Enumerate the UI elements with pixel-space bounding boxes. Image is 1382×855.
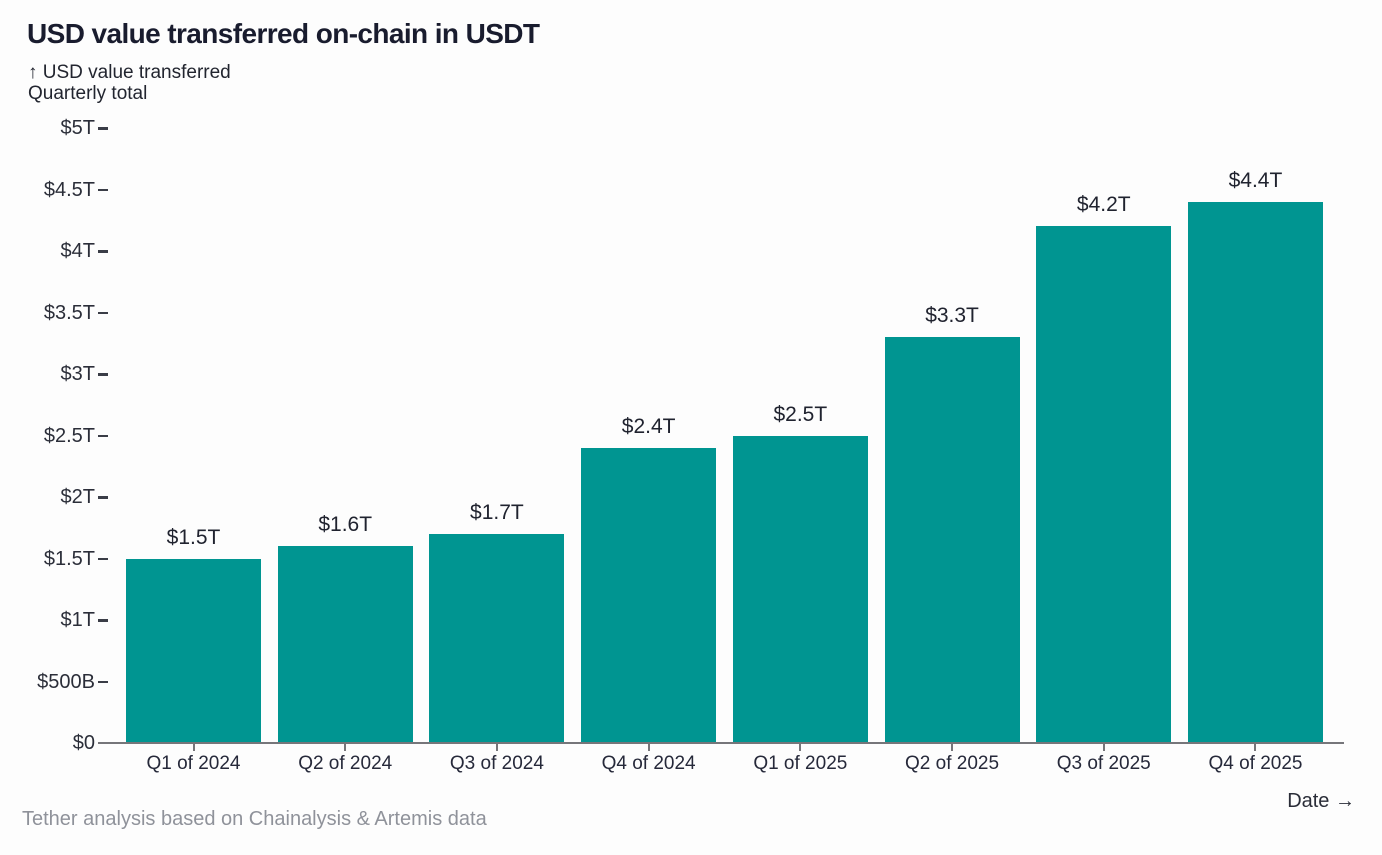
x-tick-mark [1102,744,1105,751]
y-axis-title: ↑ USD value transferred [28,62,231,83]
source-note: Tether analysis based on Chainalysis & A… [22,808,487,830]
x-tick-label: Q4 of 2025 [1208,753,1303,774]
y-tick-mark [98,619,108,622]
x-tick-label: Q2 of 2025 [905,753,1000,774]
y-tick-mark [98,311,108,314]
y-tick-mark [98,434,108,437]
y-tick-mark [98,557,108,560]
x-axis-line [98,742,1344,744]
y-tick-mark [98,250,108,253]
y-tick-mark [98,373,108,376]
bar-value-label: $1.6T [318,513,373,537]
bar-value-label: $2.5T [773,402,828,426]
y-axis-subtitle: Quarterly total [28,83,148,104]
bar-q1-of-2025 [732,435,868,742]
bar-value-label: $1.7T [470,500,524,524]
y-tick-label: $3T [60,363,95,385]
y-tick-label: $5T [60,117,95,139]
y-tick-label: $3.5T [43,301,95,324]
bar-q4-of-2024 [581,447,717,742]
bar-value-label: $4.2T [1076,193,1131,217]
x-tick-mark [192,744,195,751]
x-tick-label: Q3 of 2025 [1056,753,1151,774]
y-tick-mark [98,188,108,191]
chart-title: USD value transferred on-chain in USDT [27,18,540,49]
x-tick-label: Q1 of 2024 [146,753,241,774]
bar-value-label: $4.4T [1228,168,1283,192]
bar-q1-of-2024 [126,558,261,742]
bar-q2-of-2025 [884,337,1020,742]
x-tick-mark [1254,744,1257,751]
y-tick-mark [98,496,108,499]
bar-value-label: $1.5T [166,525,221,549]
x-tick-mark [799,744,802,751]
y-tick-label: $500B [37,670,95,693]
y-tick-label: $2.5T [43,424,95,447]
bar-value-label: $2.4T [621,414,676,438]
y-tick-mark [98,680,108,683]
x-tick-mark [647,744,650,751]
x-axis-title: Date → [1287,790,1355,812]
x-tick-label: Q4 of 2024 [601,753,696,774]
bar-q2-of-2024 [277,546,413,742]
x-tick-mark [951,744,954,751]
x-tick-mark [344,744,347,751]
y-tick-label: $1T [60,609,95,631]
y-tick-label: $4.5T [43,178,95,201]
x-tick-label: Q2 of 2024 [298,753,393,774]
bar-value-label: $3.3T [925,304,979,328]
bar-q4-of-2025 [1187,201,1323,742]
x-tick-mark [495,744,498,751]
bar-q3-of-2024 [429,533,565,742]
y-tick-mark [98,127,108,130]
y-tick-label: $2T [60,486,95,508]
x-tick-label: Q1 of 2025 [753,753,848,774]
bar-q3-of-2025 [1036,226,1172,742]
y-tick-label: $4T [60,240,95,262]
y-tick-label: $0 [72,732,95,754]
y-tick-label: $1.5T [43,547,95,570]
x-tick-label: Q3 of 2024 [449,753,544,774]
